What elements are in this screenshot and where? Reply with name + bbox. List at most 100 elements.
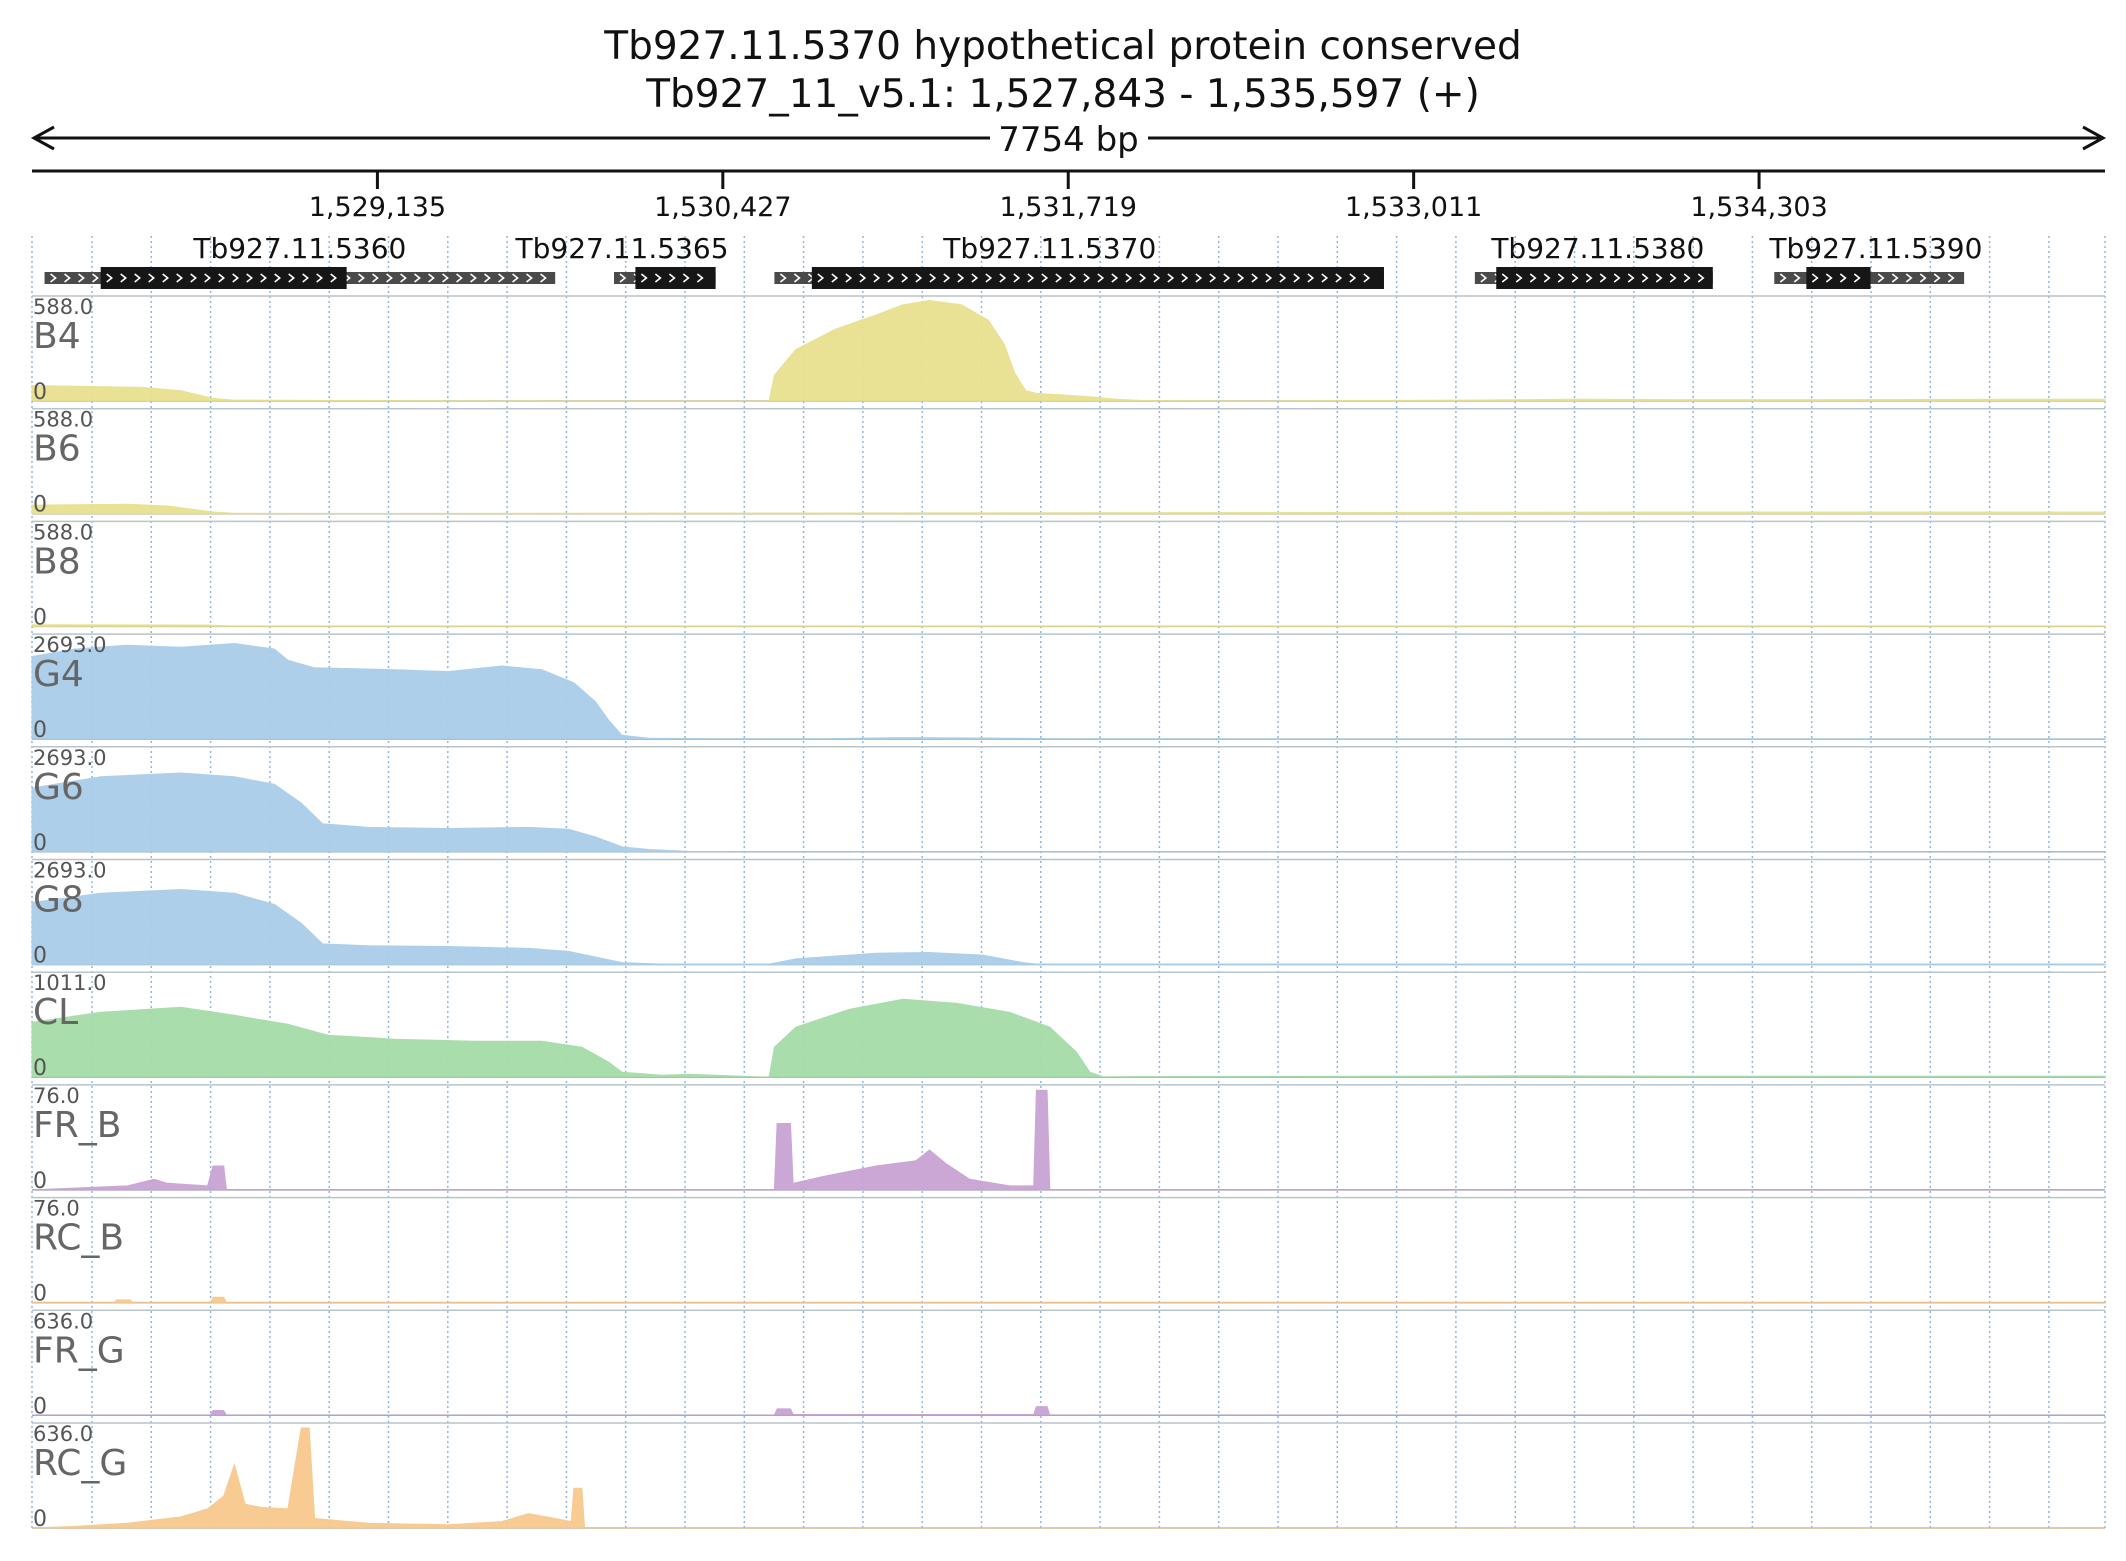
track-name: B6 <box>33 429 81 470</box>
strand-chevron <box>1613 273 1621 283</box>
track-fr-b: 76.0FR_B 0 <box>31 1084 2105 1194</box>
genes-layer: Tb927.11.5360 Tb927.11.5365 Tb927.11.5370 T… <box>44 232 1982 289</box>
track-rc-b: 76.0RC_B 0 <box>32 1197 2105 1307</box>
coverage-area <box>31 998 2106 1078</box>
strand-chevron <box>1697 273 1705 283</box>
strand-chevron <box>1279 273 1287 283</box>
strand-chevron <box>901 273 909 283</box>
track-ymin-label: 0 <box>33 718 47 743</box>
strand-chevron <box>414 273 421 283</box>
strand-chevron <box>148 273 155 283</box>
strand-chevron <box>1529 273 1537 283</box>
strand-chevron <box>1223 273 1231 283</box>
strand-chevron <box>1083 273 1091 283</box>
gene-label: Tb927.11.5390 <box>1768 232 1982 265</box>
track-ymax-label: 1011.0 <box>33 971 106 995</box>
strand-chevron <box>1041 273 1049 283</box>
strand-chevron <box>971 273 979 283</box>
coverage-area <box>31 299 2106 402</box>
strand-chevron <box>1097 273 1105 283</box>
strand-chevron <box>176 273 183 283</box>
strand-chevron <box>1599 273 1607 283</box>
strand-chevron <box>316 273 323 283</box>
track-ymax-label: 2693.0 <box>33 633 106 657</box>
strand-chevron <box>1515 273 1523 283</box>
track-ymin-label: 0 <box>33 380 47 405</box>
x-tick-label: 1,531,719 <box>1000 192 1137 223</box>
strand-chevron <box>330 273 337 283</box>
strand-chevron <box>162 273 169 283</box>
track-ymax-label: 2693.0 <box>33 859 106 883</box>
track-name: RC_G <box>33 1443 127 1484</box>
strand-chevron <box>470 273 477 283</box>
strand-chevron <box>1825 273 1833 283</box>
coverage-area <box>31 1089 2105 1191</box>
track-ymax-label: 588.0 <box>33 408 93 432</box>
strand-chevron <box>873 273 881 283</box>
track-rc-g: 636.0RC_G 0 <box>31 1422 2105 1532</box>
grid-layer <box>31 236 2106 1528</box>
track-ymin-label: 0 <box>33 493 47 518</box>
strand-chevron <box>654 273 662 283</box>
strand-chevron <box>232 273 239 283</box>
strand-chevron <box>779 273 787 283</box>
track-ymax-label: 2693.0 <box>33 746 106 770</box>
x-tick-label: 1,530,427 <box>654 192 791 223</box>
strand-chevron <box>120 273 127 283</box>
strand-chevron <box>915 273 923 283</box>
strand-chevron <box>1195 273 1203 283</box>
coverage-area <box>31 503 2106 515</box>
span-arrow-left <box>30 125 55 151</box>
coverage-area <box>32 1296 2105 1304</box>
x-tick-label: 1,533,011 <box>1345 192 1482 223</box>
strand-chevron <box>1877 273 1885 283</box>
strand-chevron <box>1891 273 1899 283</box>
strand-chevron <box>1027 273 1035 283</box>
strand-chevron <box>1683 273 1691 283</box>
strand-chevron <box>831 273 839 283</box>
strand-chevron <box>1543 273 1551 283</box>
track-ymin-label: 0 <box>33 1169 47 1194</box>
strand-chevron <box>1069 273 1077 283</box>
strand-chevron <box>498 273 505 283</box>
strand-chevron <box>696 273 704 283</box>
strand-chevron <box>1349 273 1357 283</box>
track-ymin-label: 0 <box>33 1282 47 1307</box>
track-ymin-label: 0 <box>33 1056 47 1081</box>
track-name: G8 <box>33 880 84 921</box>
strand-chevron <box>1641 273 1649 283</box>
strand-chevron <box>1167 273 1175 283</box>
strand-chevron <box>1811 273 1819 283</box>
track-ymax-label: 636.0 <box>33 1422 93 1446</box>
strand-chevron <box>929 273 937 283</box>
coverage-area <box>31 624 2106 627</box>
strand-chevron <box>793 273 801 283</box>
strand-chevron <box>1501 273 1509 283</box>
chart-title: Tb927.11.5370 hypothetical protein conse… <box>604 24 1522 69</box>
strand-chevron <box>1335 273 1343 283</box>
strand-chevron <box>246 273 253 283</box>
strand-chevron <box>1209 273 1217 283</box>
strand-chevron <box>386 273 393 283</box>
coverage-area <box>31 642 2106 740</box>
gene-label: Tb927.11.5365 <box>515 232 729 265</box>
track-ymin-label: 0 <box>33 944 47 969</box>
tracks-layer: 588.0B40588.0B60588.0B802693.0G402693.0G… <box>31 295 2106 1532</box>
strand-chevron <box>64 273 71 283</box>
strand-chevron <box>1779 273 1787 283</box>
strand-chevron <box>456 273 463 283</box>
track-fr-g: 636.0FR_G 0 <box>32 1309 2105 1419</box>
strand-chevron <box>845 273 853 283</box>
strand-chevron <box>1480 273 1488 283</box>
cds-chevrons <box>1811 273 1861 283</box>
strand-chevron <box>92 273 99 283</box>
strand-chevron <box>400 273 407 283</box>
track-name: FR_G <box>33 1330 125 1371</box>
span-label: 7754 bp <box>998 120 1139 160</box>
strand-chevron <box>1853 273 1861 283</box>
strand-chevron <box>619 273 627 283</box>
coverage-area <box>31 1427 2105 1529</box>
strand-chevron <box>526 273 533 283</box>
strand-chevron <box>1947 273 1955 283</box>
